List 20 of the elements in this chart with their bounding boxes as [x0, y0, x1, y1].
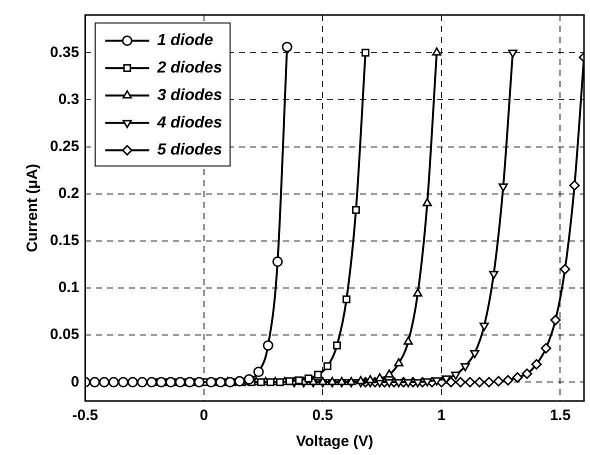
y-tick-label: 0.25	[50, 138, 80, 155]
legend-label: 5 diodes	[157, 142, 222, 159]
y-tick-label: 0.1	[58, 279, 80, 296]
y-tick-label: 0.35	[50, 44, 80, 61]
x-tick-label: 1.5	[550, 407, 571, 424]
y-tick-label: 0.3	[58, 90, 80, 108]
legend-label: 2 diodes	[156, 60, 222, 77]
x-tick-label: 0	[200, 407, 208, 424]
x-tick-label: -0.5	[72, 407, 98, 424]
y-tick-label: 0	[70, 373, 80, 390]
legend-label: 3 diodes	[157, 86, 222, 104]
y-tick-label: 0.2	[58, 185, 80, 202]
legend-label: 1 diode	[157, 32, 214, 50]
y-axis-title: Current (μA)	[24, 164, 42, 252]
x-tick-label: 0.5	[312, 407, 334, 424]
y-tick-label: 0.15	[50, 232, 80, 250]
y-tick-label: 0.05	[50, 326, 80, 344]
x-tick-label: 1	[437, 407, 446, 424]
x-axis-title: Voltage (V)	[296, 433, 374, 450]
legend-label: 4 diodes	[156, 114, 222, 132]
